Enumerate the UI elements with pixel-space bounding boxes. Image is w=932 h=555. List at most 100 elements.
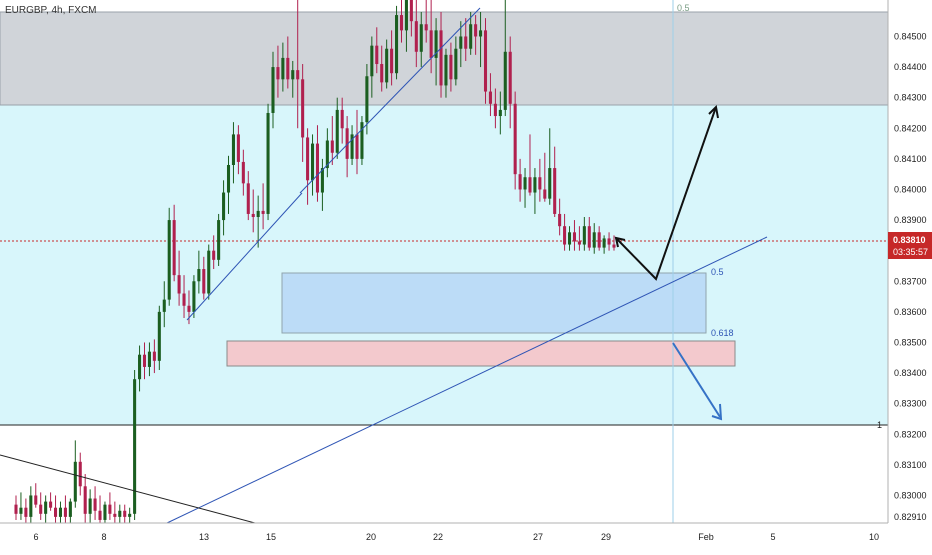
candle[interactable] xyxy=(429,0,433,74)
candle[interactable] xyxy=(424,0,428,43)
candle[interactable] xyxy=(207,244,211,300)
candle[interactable] xyxy=(261,183,265,230)
candle[interactable] xyxy=(29,486,33,523)
candle[interactable] xyxy=(577,226,581,251)
candle[interactable] xyxy=(212,235,216,270)
candle[interactable] xyxy=(498,91,502,135)
candle[interactable] xyxy=(246,171,250,221)
candle[interactable] xyxy=(518,158,522,202)
candle[interactable] xyxy=(167,207,171,306)
candle[interactable] xyxy=(528,134,532,196)
candle[interactable] xyxy=(513,91,517,190)
candle[interactable] xyxy=(449,42,453,92)
candle[interactable] xyxy=(395,5,399,80)
candle[interactable] xyxy=(301,64,305,162)
candle[interactable] xyxy=(142,342,147,380)
candle[interactable] xyxy=(291,60,295,98)
candle[interactable] xyxy=(73,440,77,508)
candle[interactable] xyxy=(54,495,58,523)
candle[interactable] xyxy=(419,12,423,68)
candle[interactable] xyxy=(335,97,339,159)
candle[interactable] xyxy=(49,492,53,511)
candle[interactable] xyxy=(251,189,255,233)
candle[interactable] xyxy=(276,45,280,98)
candle[interactable] xyxy=(68,498,72,523)
candle[interactable] xyxy=(404,0,408,52)
candle[interactable] xyxy=(325,128,329,178)
candle[interactable] xyxy=(177,250,181,306)
price-axis-panel[interactable] xyxy=(888,0,932,550)
candle[interactable] xyxy=(330,116,334,165)
candle[interactable] xyxy=(474,15,478,55)
candle[interactable] xyxy=(548,128,552,205)
candle[interactable] xyxy=(350,125,354,165)
candle[interactable] xyxy=(98,495,102,523)
candle[interactable] xyxy=(469,12,473,55)
candle[interactable] xyxy=(538,158,542,202)
candle[interactable] xyxy=(612,235,616,251)
candle[interactable] xyxy=(83,474,87,523)
candle[interactable] xyxy=(157,305,161,371)
candle[interactable] xyxy=(63,495,67,523)
candle[interactable] xyxy=(479,12,483,68)
candle[interactable] xyxy=(444,48,448,98)
candle[interactable] xyxy=(58,501,63,523)
candle[interactable] xyxy=(39,492,43,520)
candle[interactable] xyxy=(409,0,413,37)
candle[interactable] xyxy=(365,64,369,135)
candle[interactable] xyxy=(217,213,221,266)
candle[interactable] xyxy=(414,0,418,68)
trendline-down-black[interactable] xyxy=(0,454,256,524)
candle[interactable] xyxy=(459,21,463,68)
projection-path-up[interactable] xyxy=(615,106,717,281)
trendline-upper[interactable] xyxy=(299,7,481,194)
candle[interactable] xyxy=(454,36,458,86)
candle[interactable] xyxy=(78,452,82,496)
candle[interactable] xyxy=(236,125,240,175)
candle[interactable] xyxy=(266,103,270,221)
candle[interactable] xyxy=(345,116,349,178)
candle[interactable] xyxy=(488,73,492,117)
candle[interactable] xyxy=(108,492,112,520)
candle[interactable] xyxy=(360,116,364,165)
candle[interactable] xyxy=(286,36,290,89)
candle[interactable] xyxy=(340,97,344,144)
candle[interactable] xyxy=(281,42,285,92)
candle[interactable] xyxy=(563,213,567,251)
candle[interactable] xyxy=(118,504,122,523)
candle[interactable] xyxy=(503,0,507,117)
candle[interactable] xyxy=(315,125,320,202)
candle[interactable] xyxy=(375,27,379,74)
candle[interactable] xyxy=(543,152,547,202)
candle[interactable] xyxy=(523,168,527,208)
candle[interactable] xyxy=(533,168,537,214)
candle[interactable] xyxy=(582,217,586,251)
trendline-long[interactable] xyxy=(166,236,768,524)
candle[interactable] xyxy=(113,501,117,523)
candle[interactable] xyxy=(147,342,151,377)
candle[interactable] xyxy=(93,486,97,520)
candle[interactable] xyxy=(320,158,324,211)
candle[interactable] xyxy=(271,51,275,129)
candle[interactable] xyxy=(607,232,611,251)
candle[interactable] xyxy=(296,0,300,129)
candle[interactable] xyxy=(44,495,48,523)
supply-zone[interactable] xyxy=(0,11,889,106)
candle[interactable] xyxy=(439,12,443,98)
candle[interactable] xyxy=(14,495,18,520)
time-axis-panel[interactable] xyxy=(0,523,932,550)
candle[interactable] xyxy=(202,256,206,300)
candle[interactable] xyxy=(182,275,186,318)
candle[interactable] xyxy=(34,483,38,508)
candle[interactable] xyxy=(24,498,28,523)
candle[interactable] xyxy=(128,507,132,523)
candle[interactable] xyxy=(587,217,591,251)
projection-path-down[interactable] xyxy=(672,342,721,418)
candle[interactable] xyxy=(256,195,260,248)
candle[interactable] xyxy=(226,155,231,214)
candle[interactable] xyxy=(493,88,497,129)
candle[interactable] xyxy=(572,220,576,251)
candle[interactable] xyxy=(103,501,107,523)
candle[interactable] xyxy=(385,39,389,89)
candle[interactable] xyxy=(162,281,166,328)
